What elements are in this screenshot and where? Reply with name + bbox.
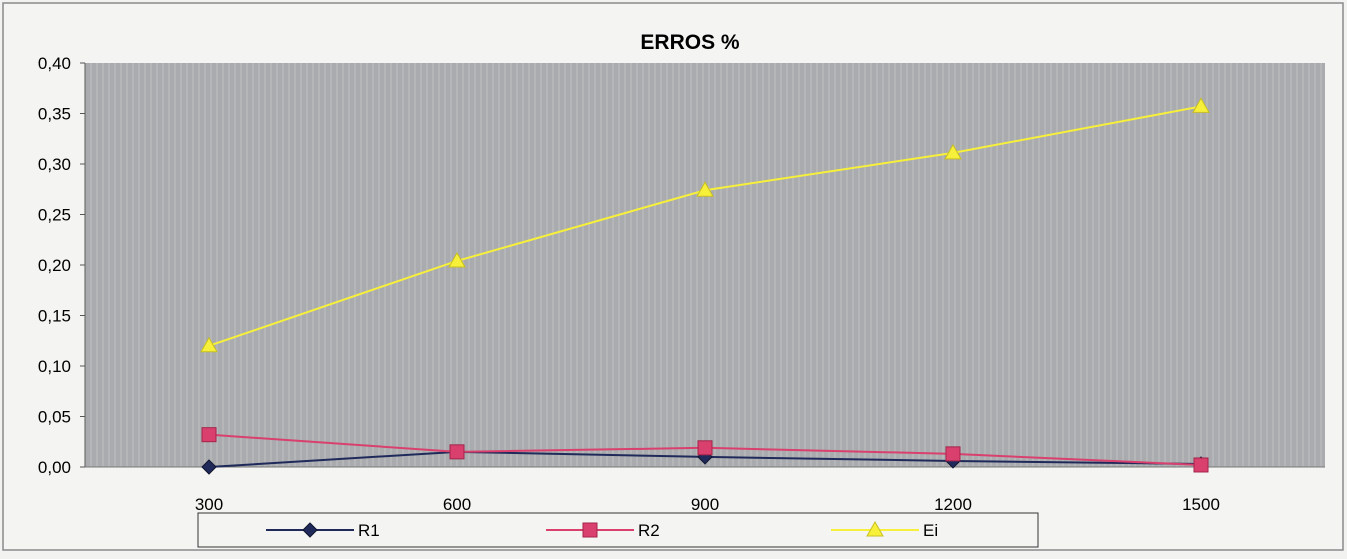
data-point-r2 [697, 440, 713, 456]
y-tick-label: 0,15 [38, 307, 71, 326]
y-tick-label: 0,10 [38, 357, 71, 376]
data-point-r2 [449, 444, 465, 460]
data-point-r1 [201, 459, 217, 475]
data-point-ei [448, 251, 466, 268]
legend-label-r1: R1 [358, 521, 380, 540]
y-tick-label: 0,00 [38, 458, 71, 477]
legend-marker-r1 [302, 522, 318, 538]
legend: R1 R2 Ei [266, 520, 938, 540]
chart-title: ERROS % [640, 31, 740, 54]
series-layer [200, 97, 1210, 475]
legend-label-r2: R2 [638, 521, 660, 540]
data-point-ei [1192, 97, 1210, 113]
x-tick-label: 600 [443, 495, 471, 514]
plot-area [85, 63, 1325, 467]
data-point-r2 [1193, 457, 1209, 473]
data-point-ei [944, 143, 962, 160]
x-tick-label: 1200 [934, 495, 972, 514]
y-tick-label: 0,20 [38, 256, 71, 275]
axes: 0,00 0,05 0,10 0,15 0,20 0,25 0,30 0,35 0,40 300 6… [38, 54, 1325, 514]
y-tick-label: 0,30 [38, 155, 71, 174]
legend-label-ei: Ei [923, 521, 938, 540]
data-point-r2 [945, 446, 961, 462]
x-tick-label: 1500 [1182, 495, 1220, 514]
legend-marker-ei [866, 520, 884, 537]
data-point-r2 [201, 427, 217, 443]
x-tick-label: 900 [691, 495, 719, 514]
data-point-ei [200, 336, 218, 353]
legend-marker-r2 [582, 522, 598, 538]
y-tick-label: 0,05 [38, 408, 71, 427]
data-point-ei [696, 181, 714, 197]
y-tick-label: 0,40 [38, 54, 71, 73]
y-tick-label: 0,35 [38, 105, 71, 124]
y-tick-label: 0,25 [38, 206, 71, 225]
x-tick-label: 300 [195, 495, 223, 514]
